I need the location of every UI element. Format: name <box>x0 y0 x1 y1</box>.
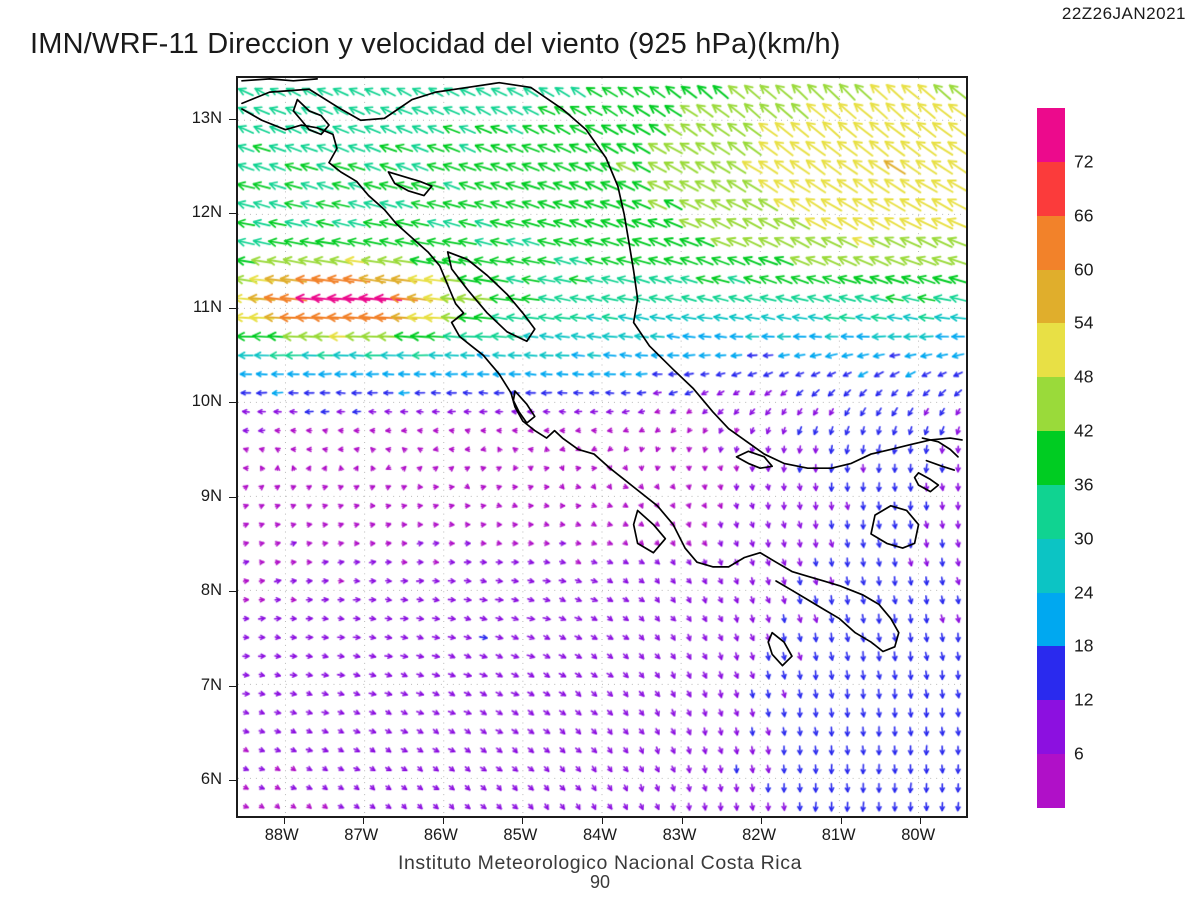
colorbar-label-36: 36 <box>1074 474 1094 495</box>
colorbar-band-4 <box>1037 323 1065 378</box>
x-tick-85W: 85W <box>503 826 538 844</box>
x-tick-mark <box>442 818 444 824</box>
colorbar-band-12 <box>1037 754 1065 808</box>
speed-colorbar <box>1037 108 1065 808</box>
colorbar-label-72: 72 <box>1074 151 1094 172</box>
map-plot-frame <box>236 76 968 818</box>
y-tick-mark <box>229 496 236 498</box>
wind-vector-field <box>238 78 966 816</box>
x-tick-mark <box>283 818 285 824</box>
x-tick-88W: 88W <box>264 826 299 844</box>
x-tick-mark <box>602 818 603 824</box>
y-tick-13N: 13N <box>191 108 222 127</box>
y-tick-8N: 8N <box>200 581 222 600</box>
y-tick-mark <box>229 591 236 593</box>
x-tick-mark <box>522 818 524 824</box>
colorbar-band-11 <box>1037 700 1065 755</box>
y-tick-mark <box>229 118 236 120</box>
y-tick-mark <box>229 213 236 215</box>
footer-page-number: 90 <box>589 872 611 892</box>
page-title: IMN/WRF-11 Direccion y velocidad del vie… <box>30 28 841 60</box>
colorbar-band-1 <box>1037 161 1065 216</box>
y-tick-9N: 9N <box>200 486 222 505</box>
colorbar-band-9 <box>1037 592 1065 647</box>
colorbar-label-30: 30 <box>1074 528 1094 549</box>
x-tick-84W: 84W <box>583 826 617 844</box>
colorbar-band-0 <box>1037 108 1065 162</box>
x-tick-mark <box>840 818 842 824</box>
y-tick-6N: 6N <box>200 770 222 789</box>
colorbar-band-8 <box>1037 538 1065 593</box>
colorbar-band-7 <box>1037 484 1065 539</box>
x-tick-81W: 81W <box>821 826 856 844</box>
x-tick-87W: 87W <box>344 826 379 844</box>
colorbar-band-3 <box>1037 269 1065 324</box>
x-tick-86W: 86W <box>423 826 458 844</box>
colorbar-band-10 <box>1037 646 1065 701</box>
x-tick-83W: 83W <box>662 826 697 844</box>
x-tick-mark <box>920 818 922 824</box>
colorbar-band-2 <box>1037 215 1065 270</box>
map-plot-area <box>238 78 966 816</box>
colorbar-label-42: 42 <box>1074 420 1094 441</box>
y-tick-mark <box>229 402 236 404</box>
y-tick-mark <box>229 685 236 687</box>
x-tick-80W: 80W <box>901 826 936 844</box>
footer-credit: Instituto Meteorologico Nacional Costa R… <box>397 852 803 874</box>
x-tick-mark <box>363 818 365 824</box>
y-tick-12N: 12N <box>191 203 222 222</box>
y-tick-11N: 11N <box>192 297 222 316</box>
colorbar-label-24: 24 <box>1074 582 1094 603</box>
colorbar-label-66: 66 <box>1074 205 1094 226</box>
colorbar-label-6: 6 <box>1074 743 1084 764</box>
colorbar-label-48: 48 <box>1074 366 1094 387</box>
forecast-timestamp: 22Z26JAN2021 <box>1061 4 1186 23</box>
colorbar-label-54: 54 <box>1074 312 1094 333</box>
colorbar-label-12: 12 <box>1074 689 1094 710</box>
y-tick-7N: 7N <box>200 675 222 694</box>
colorbar-label-18: 18 <box>1074 635 1094 656</box>
x-tick-mark <box>681 818 683 824</box>
x-tick-mark <box>761 818 763 824</box>
colorbar-label-60: 60 <box>1074 259 1094 280</box>
y-tick-mark <box>229 780 236 782</box>
y-tick-10N: 10N <box>191 392 222 411</box>
y-tick-mark <box>229 307 236 309</box>
colorbar-band-5 <box>1037 377 1065 432</box>
x-tick-82W: 82W <box>742 826 777 844</box>
colorbar-band-6 <box>1037 431 1065 485</box>
